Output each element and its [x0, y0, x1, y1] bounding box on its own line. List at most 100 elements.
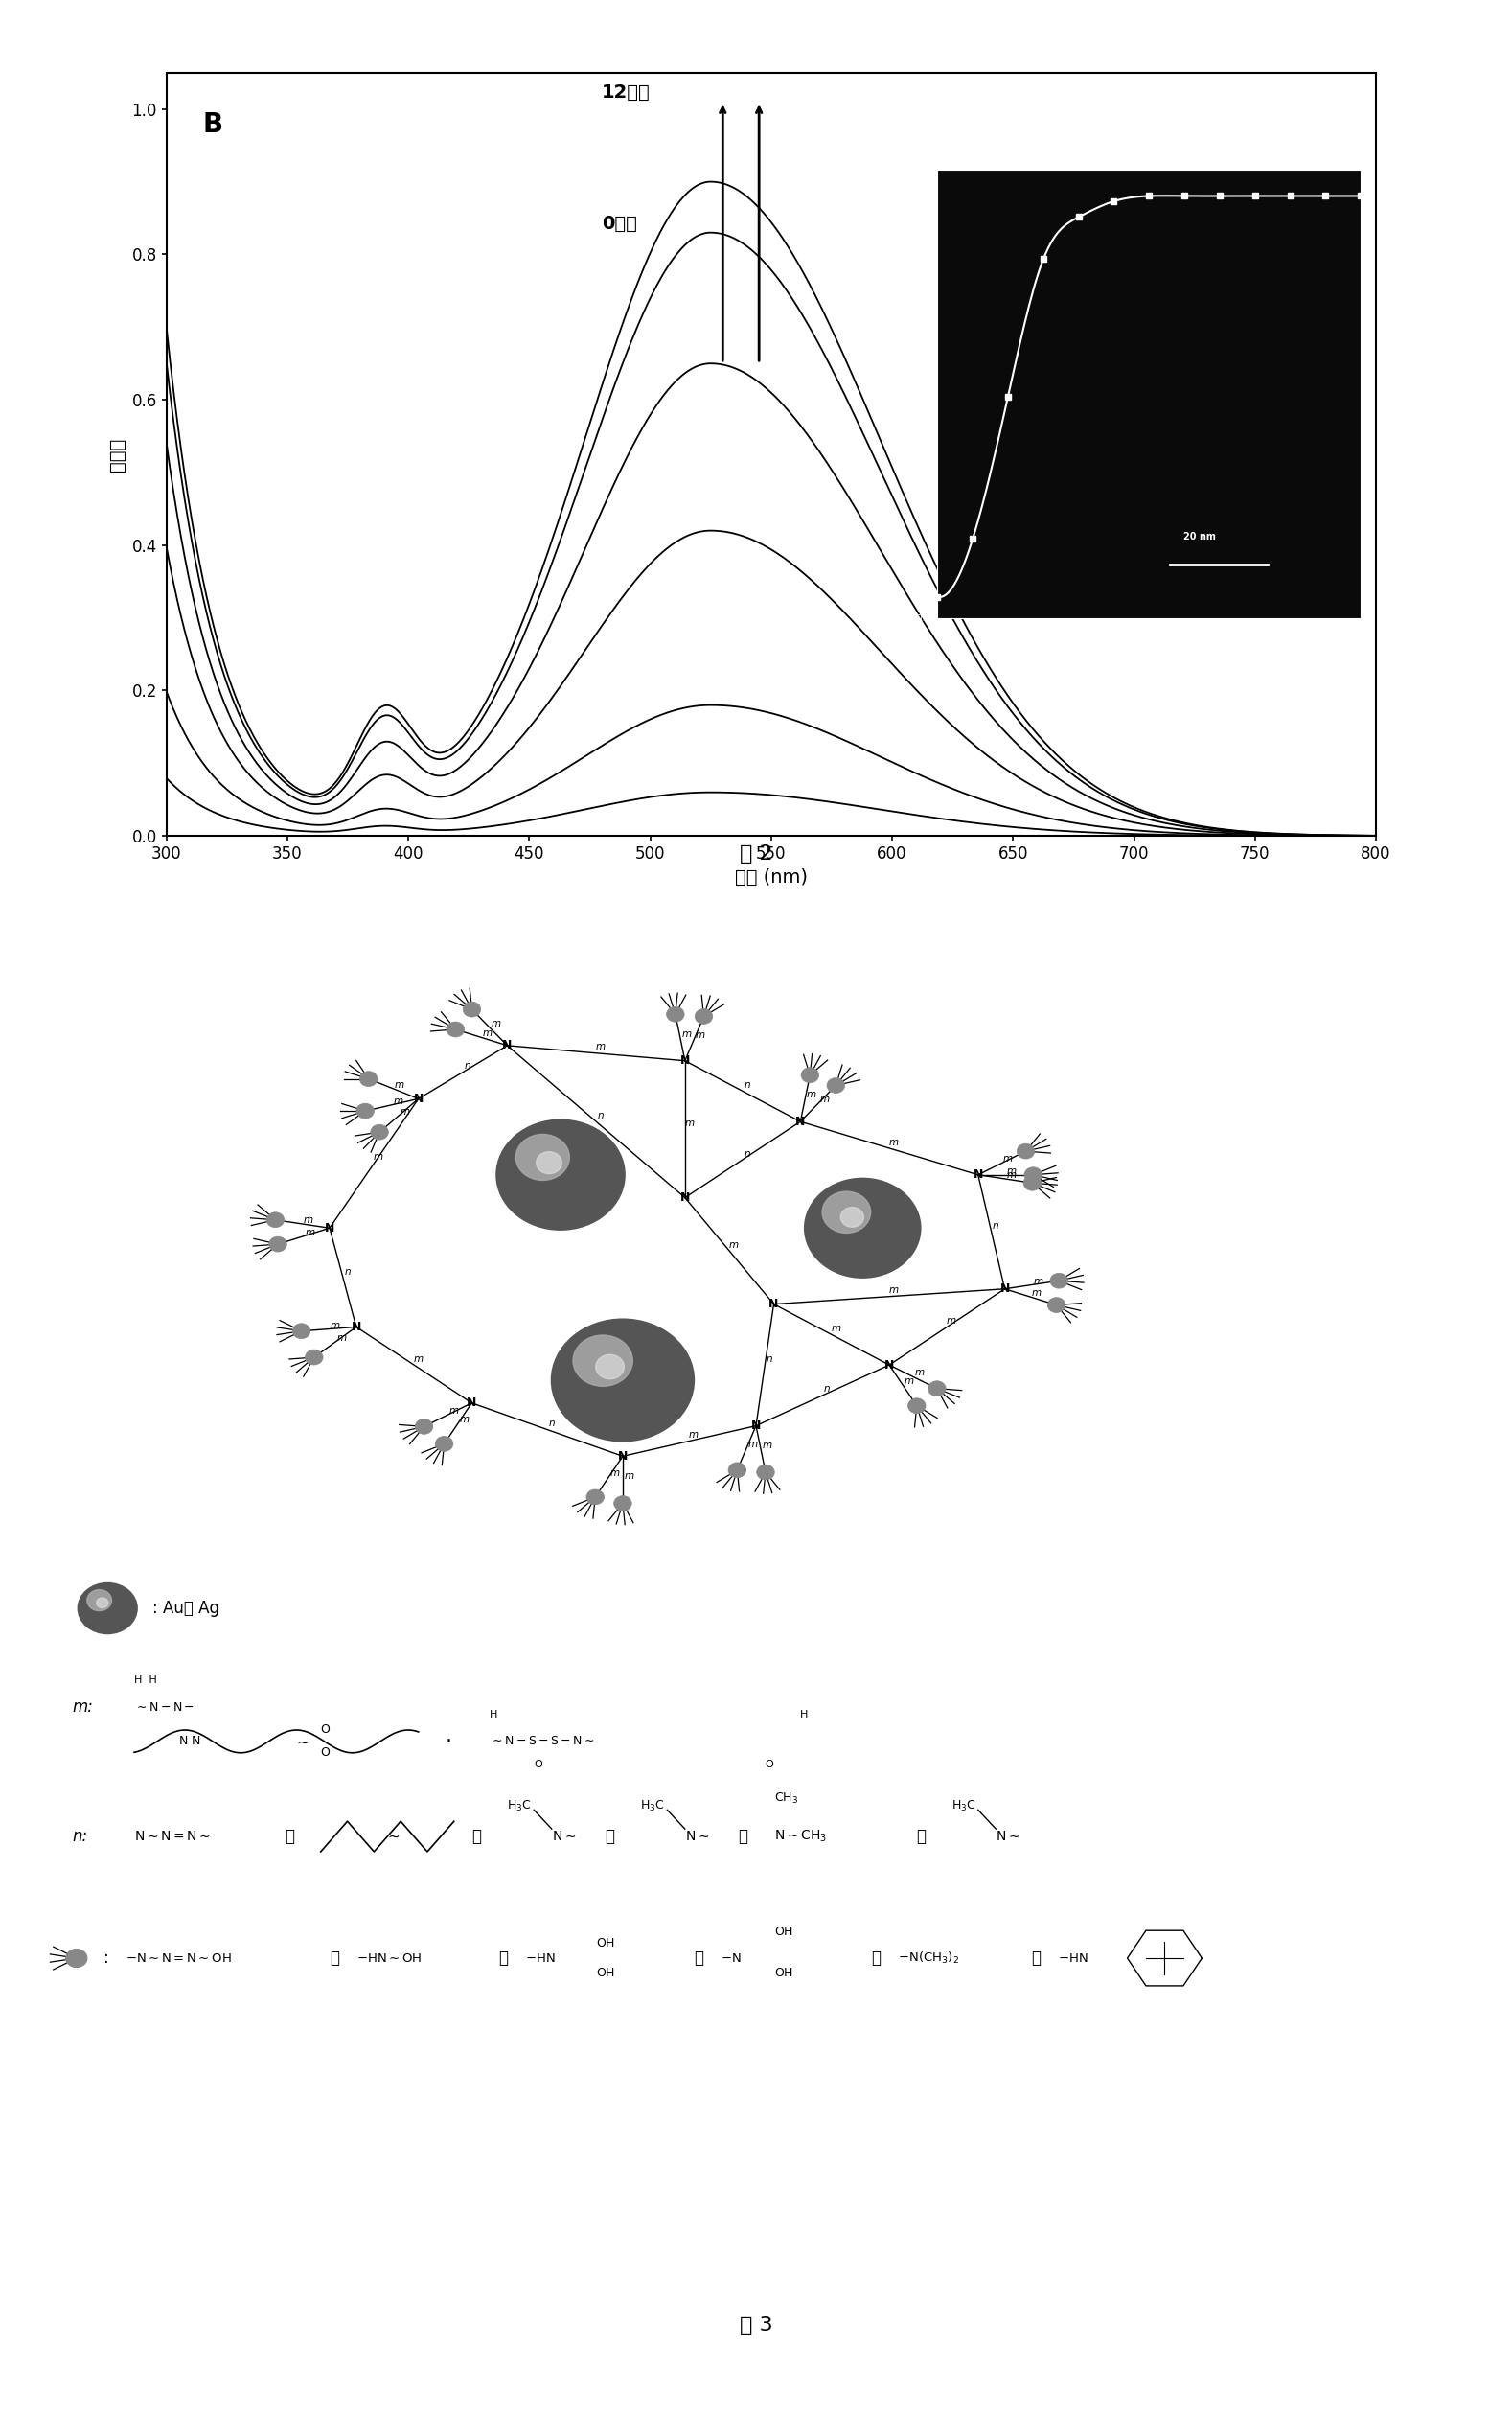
Text: m: m [762, 1439, 771, 1449]
Text: $\mathsf{H_3C}$: $\mathsf{H_3C}$ [507, 1798, 532, 1812]
Text: m: m [1033, 1289, 1042, 1299]
Text: ，: ， [330, 1951, 339, 1967]
Text: H  H: H H [135, 1677, 157, 1686]
Text: $\mathsf{\sim N-S-S-N\sim}$: $\mathsf{\sim N-S-S-N\sim}$ [490, 1735, 594, 1747]
Text: m: m [947, 1316, 956, 1325]
Text: $\mathsf{OH}$: $\mathsf{OH}$ [774, 1926, 792, 1938]
Text: $\mathsf{N{\sim}}$: $\mathsf{N{\sim}}$ [685, 1829, 709, 1844]
Circle shape [537, 1151, 562, 1173]
Text: m: m [832, 1323, 841, 1333]
Circle shape [614, 1495, 632, 1512]
Text: N: N [467, 1396, 476, 1410]
Text: $\mathsf{N{\sim}}$: $\mathsf{N{\sim}}$ [552, 1829, 576, 1844]
Text: m: m [889, 1287, 898, 1296]
Text: m: m [889, 1136, 898, 1146]
Circle shape [496, 1119, 624, 1228]
Text: m: m [1007, 1165, 1016, 1175]
Text: m: m [689, 1430, 699, 1439]
Text: m: m [482, 1030, 493, 1039]
Text: N: N [680, 1192, 689, 1204]
Text: N: N [502, 1039, 513, 1052]
Text: n: n [597, 1110, 603, 1119]
Circle shape [1024, 1175, 1042, 1190]
Text: n: n [464, 1061, 470, 1071]
Text: m: m [685, 1119, 694, 1127]
Text: H: H [800, 1711, 809, 1720]
Circle shape [446, 1023, 464, 1037]
Text: B: B [203, 111, 222, 138]
Circle shape [88, 1589, 112, 1611]
Text: n: n [824, 1384, 830, 1393]
Text: N: N [885, 1359, 894, 1371]
Text: N: N [974, 1168, 983, 1180]
Text: m: m [820, 1095, 829, 1105]
Text: ，: ， [1031, 1951, 1040, 1967]
Circle shape [435, 1437, 454, 1451]
Text: ~: ~ [387, 1829, 399, 1844]
Text: N: N [680, 1054, 689, 1066]
Text: ，: ， [286, 1827, 295, 1846]
Text: $\mathsf{H_3C}$: $\mathsf{H_3C}$ [951, 1798, 975, 1812]
Text: m: m [449, 1405, 460, 1415]
Text: m: m [1007, 1170, 1016, 1180]
Text: 12小时: 12小时 [602, 82, 650, 102]
Text: H: H [490, 1711, 497, 1720]
Text: N: N [795, 1115, 806, 1127]
Text: O: O [321, 1747, 330, 1759]
Text: m:: m: [73, 1699, 92, 1715]
Text: n: n [345, 1267, 351, 1277]
Circle shape [907, 1398, 925, 1413]
Text: 20 nm: 20 nm [1182, 533, 1216, 543]
Text: $\mathsf{N{\sim}}$: $\mathsf{N{\sim}}$ [996, 1829, 1021, 1844]
Circle shape [1048, 1296, 1066, 1313]
Text: ，: ， [738, 1827, 748, 1846]
Circle shape [97, 1597, 109, 1609]
Text: n: n [549, 1420, 555, 1427]
Text: m: m [729, 1241, 739, 1250]
Text: N: N [413, 1093, 423, 1105]
Circle shape [79, 1582, 138, 1633]
Circle shape [370, 1124, 389, 1139]
Circle shape [552, 1318, 694, 1442]
Text: m: m [393, 1095, 402, 1105]
Text: m: m [1033, 1277, 1043, 1287]
Circle shape [804, 1178, 921, 1277]
Text: N: N [999, 1282, 1010, 1296]
Text: $\mathsf{N{\sim}N{=}N{\sim}}$: $\mathsf{N{\sim}N{=}N{\sim}}$ [135, 1829, 210, 1844]
Text: m: m [611, 1468, 620, 1478]
Y-axis label: 吸光度: 吸光度 [109, 439, 127, 470]
X-axis label: 波长 (nm): 波长 (nm) [735, 867, 807, 887]
Circle shape [67, 1948, 88, 1967]
Text: $\mathsf{OH}$: $\mathsf{OH}$ [774, 1967, 792, 1980]
Circle shape [696, 1008, 712, 1025]
Text: m: m [696, 1030, 706, 1039]
X-axis label: 反应时间 (小时): 反应时间 (小时) [1126, 635, 1172, 645]
Text: 图 2: 图 2 [739, 846, 773, 865]
Circle shape [596, 1354, 624, 1379]
Text: $\mathsf{CH_3}$: $\mathsf{CH_3}$ [774, 1791, 798, 1805]
Text: N: N [618, 1449, 627, 1463]
Text: m: m [596, 1042, 605, 1052]
Circle shape [801, 1069, 820, 1083]
Circle shape [827, 1078, 845, 1093]
Text: N: N [751, 1420, 761, 1432]
Text: m: m [401, 1107, 410, 1117]
Circle shape [360, 1071, 378, 1086]
Circle shape [756, 1463, 774, 1480]
Text: m: m [305, 1228, 314, 1238]
Text: ·: · [445, 1732, 452, 1752]
Text: m: m [330, 1321, 340, 1330]
Circle shape [1024, 1168, 1042, 1182]
Text: n: n [767, 1354, 773, 1364]
Circle shape [516, 1134, 570, 1180]
Text: N: N [325, 1221, 334, 1233]
Text: ，: ， [694, 1951, 703, 1967]
Circle shape [416, 1420, 432, 1434]
Text: $\mathsf{H_3C}$: $\mathsf{H_3C}$ [641, 1798, 665, 1812]
Text: m: m [915, 1369, 924, 1379]
Text: ，: ， [916, 1827, 925, 1846]
Circle shape [573, 1335, 632, 1386]
Circle shape [1018, 1144, 1034, 1158]
Text: m: m [395, 1081, 405, 1090]
Text: O: O [765, 1759, 773, 1769]
